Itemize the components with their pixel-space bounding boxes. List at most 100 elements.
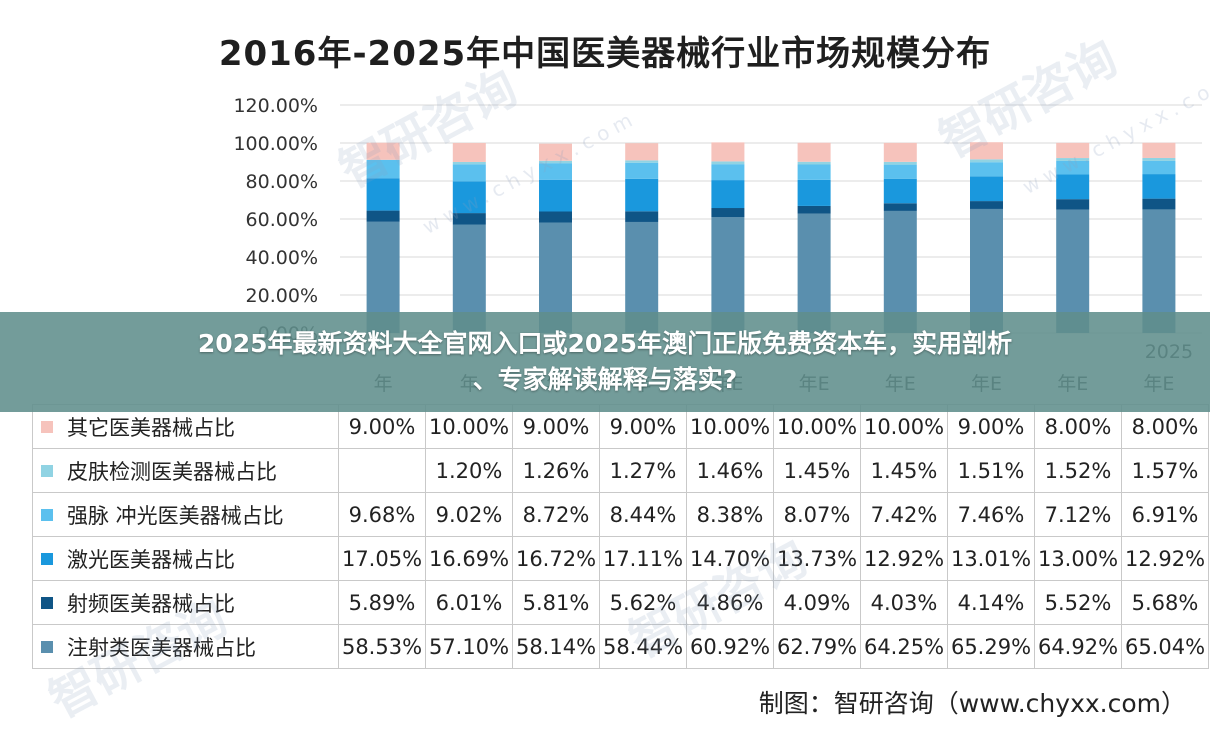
bar-segment bbox=[970, 201, 1003, 209]
bar-segment bbox=[452, 181, 486, 214]
legend-swatch bbox=[41, 596, 53, 609]
data-label: 1.51% bbox=[947, 448, 1035, 493]
bar-segment bbox=[625, 178, 659, 212]
bar-segment bbox=[625, 211, 659, 222]
y-tick-label: 20.00% bbox=[246, 285, 318, 307]
legend-swatch bbox=[41, 464, 53, 477]
y-tick-label: 120.00% bbox=[233, 95, 318, 117]
bar-segment bbox=[883, 178, 917, 204]
legend-swatch bbox=[41, 508, 53, 521]
series-label: 激光医美器械占比 bbox=[67, 547, 235, 572]
data-label: 64.92% bbox=[1034, 624, 1122, 669]
bar-segment bbox=[711, 180, 745, 209]
data-label: 8.72% bbox=[512, 492, 600, 537]
data-table: 其它医美器械占比 9.00% 10.00% 9.00% 9.00% 10.00% 10.00… bbox=[32, 404, 1209, 669]
table-row: 注射类医美器械占比 58.53% 57.10% 58.14% 58.44% 60.92% 6… bbox=[32, 624, 1209, 669]
table-row: 激光医美器械占比 17.05% 16.69% 16.72% 17.11% 14.70% 13… bbox=[32, 536, 1209, 581]
data-label: 6.01% bbox=[425, 580, 513, 625]
bar-segment bbox=[797, 205, 831, 214]
data-label: 5.81% bbox=[512, 580, 600, 625]
overlay-banner[interactable]: 2025年最新资料大全官网入口或2025年澳门正版免费资本车，实用剖析 、专家解… bbox=[0, 312, 1210, 412]
bar-segment bbox=[366, 178, 400, 211]
data-label: 7.12% bbox=[1034, 492, 1122, 537]
bar-segment bbox=[1056, 142, 1090, 159]
bar-segment bbox=[539, 179, 572, 212]
data-label: 1.57% bbox=[1121, 448, 1209, 493]
table-row-header: 射频医美器械占比 bbox=[32, 580, 339, 625]
bar-segment bbox=[797, 161, 831, 165]
bar-segment bbox=[1056, 160, 1090, 175]
bar-segment bbox=[970, 162, 1003, 177]
data-label: 57.10% bbox=[425, 624, 513, 669]
bar-segment bbox=[711, 208, 745, 218]
bar-segment bbox=[625, 160, 659, 163]
bar-segment bbox=[625, 162, 659, 179]
bar-segment bbox=[452, 213, 486, 225]
data-label: 1.52% bbox=[1034, 448, 1122, 493]
table-row: 强脉 冲光医美器械占比 9.68% 9.02% 8.72% 8.44% 8.38% 8.07… bbox=[32, 492, 1209, 537]
bar-segment bbox=[797, 179, 831, 206]
bar-segment bbox=[1142, 160, 1176, 175]
data-label: 16.72% bbox=[512, 536, 600, 581]
bar-segment bbox=[366, 210, 400, 222]
bar-segment bbox=[797, 164, 831, 180]
bar-segment bbox=[883, 164, 917, 179]
data-label: 17.11% bbox=[599, 536, 687, 581]
bar-segment bbox=[1142, 174, 1176, 199]
overlay-line-1[interactable]: 2025年最新资料大全官网入口或2025年澳门正版免费资本车，实用剖析 bbox=[197, 329, 1013, 358]
data-label: 7.46% bbox=[947, 492, 1035, 537]
overlay-headline[interactable]: 2025年最新资料大全官网入口或2025年澳门正版免费资本车，实用剖析 、专家解… bbox=[198, 326, 1012, 398]
data-label: 1.27% bbox=[599, 448, 687, 493]
data-label: 65.29% bbox=[947, 624, 1035, 669]
data-label: 17.05% bbox=[338, 536, 426, 581]
overlay-line-2[interactable]: 、专家解读解释与落实? bbox=[472, 365, 738, 394]
table-row-header: 激光医美器械占比 bbox=[32, 536, 339, 581]
data-label: 13.01% bbox=[947, 536, 1035, 581]
series-label: 注射类医美器械占比 bbox=[67, 635, 256, 660]
series-label: 射频医美器械占比 bbox=[67, 591, 235, 616]
series-label: 其它医美器械占比 bbox=[67, 415, 235, 440]
data-label: 14.70% bbox=[686, 536, 774, 581]
data-label: 13.73% bbox=[773, 536, 861, 581]
data-label: 58.53% bbox=[338, 624, 426, 669]
bar-segment bbox=[883, 203, 917, 211]
bar-segment bbox=[1142, 157, 1176, 161]
table-row: 射频医美器械占比 5.89% 6.01% 5.81% 5.62% 4.86% 4.09% 4.… bbox=[32, 580, 1209, 625]
bar-segment bbox=[970, 176, 1003, 202]
table-row-header: 强脉 冲光医美器械占比 bbox=[32, 492, 339, 537]
series-label: 强脉 冲光医美器械占比 bbox=[67, 503, 284, 528]
data-label: 12.92% bbox=[860, 536, 948, 581]
data-label: 1.45% bbox=[773, 448, 861, 493]
bar-segment bbox=[1056, 174, 1090, 200]
chart-title: 2016年-2025年中国医美器械行业市场规模分布 bbox=[218, 34, 992, 74]
bar-segment bbox=[452, 142, 486, 162]
bar-segment bbox=[539, 163, 572, 180]
legend-swatch bbox=[41, 552, 53, 565]
bar-segment bbox=[711, 164, 745, 181]
y-tick-label: 60.00% bbox=[246, 209, 318, 231]
data-label: 58.44% bbox=[599, 624, 687, 669]
bar-segment bbox=[1056, 199, 1090, 210]
bar-segment bbox=[883, 161, 917, 165]
bar-segment bbox=[711, 142, 745, 162]
bar-segment bbox=[539, 143, 572, 161]
data-label: 4.09% bbox=[773, 580, 861, 625]
data-label: 5.62% bbox=[599, 580, 687, 625]
data-label: 58.14% bbox=[512, 624, 600, 669]
data-label: 8.44% bbox=[599, 492, 687, 537]
data-label: 8.07% bbox=[773, 492, 861, 537]
table-row-header: 皮肤检测医美器械占比 bbox=[32, 448, 339, 493]
bar-segment bbox=[366, 142, 400, 160]
data-label: 1.45% bbox=[860, 448, 948, 493]
data-label: 62.79% bbox=[773, 624, 861, 669]
y-tick-label: 100.00% bbox=[233, 133, 318, 155]
bar-segment bbox=[1056, 158, 1090, 161]
data-label: 8.38% bbox=[686, 492, 774, 537]
data-label: 1.20% bbox=[425, 448, 513, 493]
chart-credit: 制图：智研咨询（www.chyxx.com） bbox=[758, 689, 1186, 718]
bar-segment bbox=[452, 164, 486, 182]
bar-segment bbox=[625, 143, 659, 161]
bar-segment bbox=[970, 159, 1003, 163]
data-label: 5.52% bbox=[1034, 580, 1122, 625]
data-label: 4.14% bbox=[947, 580, 1035, 625]
